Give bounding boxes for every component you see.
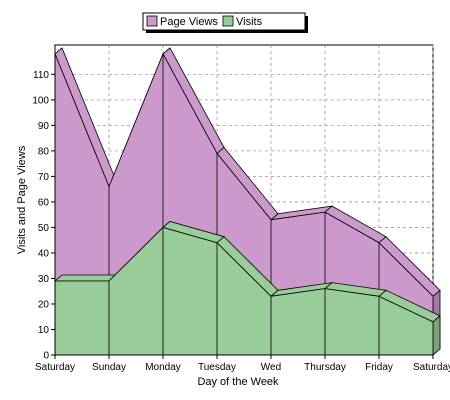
x-ticks: Saturday Sunday Monday Tuesday Wed Thursday Fr…: [35, 355, 450, 373]
y-tick-label: 100: [32, 95, 49, 106]
y-tick-label: 10: [38, 325, 50, 336]
legend-swatch-visits: [222, 15, 234, 27]
y-tick-label: 20: [38, 299, 50, 310]
y-tick-label: 60: [38, 197, 50, 208]
x-tick-label: Saturday: [35, 362, 75, 373]
y-tick-label: 80: [38, 146, 50, 157]
legend-label-visits: Visits: [236, 16, 263, 28]
x-tick-label: Wed: [261, 362, 281, 373]
x-tick-label: Thursday: [304, 362, 346, 373]
y-tick-label: 0: [43, 351, 49, 362]
series-visits: [53, 220, 441, 356]
y-tick-label: 110: [33, 70, 49, 81]
y-tick-label: 30: [38, 274, 50, 285]
x-axis-title: Day of the Week: [197, 376, 279, 388]
y-tick-label: 40: [38, 248, 50, 259]
y-ticks: 0 10 20 30 40 50 60 70 80 90 100 110: [32, 70, 55, 362]
area-side-face: [432, 314, 441, 356]
areas: [53, 47, 441, 356]
y-tick-label: 90: [38, 121, 50, 132]
x-tick-label: Saturday: [413, 362, 450, 373]
y-axis-title: Visits and Page Views: [16, 145, 28, 254]
y-tick-label: 50: [38, 223, 50, 234]
x-tick-label: Sunday: [92, 362, 126, 373]
legend-swatch-page-views: [146, 15, 158, 27]
x-tick-label: Friday: [365, 362, 393, 373]
y-tick-label: 70: [38, 172, 50, 183]
legend: Page Views Visits: [142, 12, 308, 33]
area-top-face: [53, 274, 118, 282]
legend-label-page-views: Page Views: [160, 16, 218, 28]
x-tick-label: Tuesday: [198, 362, 236, 373]
x-tick-label: Monday: [145, 362, 181, 373]
